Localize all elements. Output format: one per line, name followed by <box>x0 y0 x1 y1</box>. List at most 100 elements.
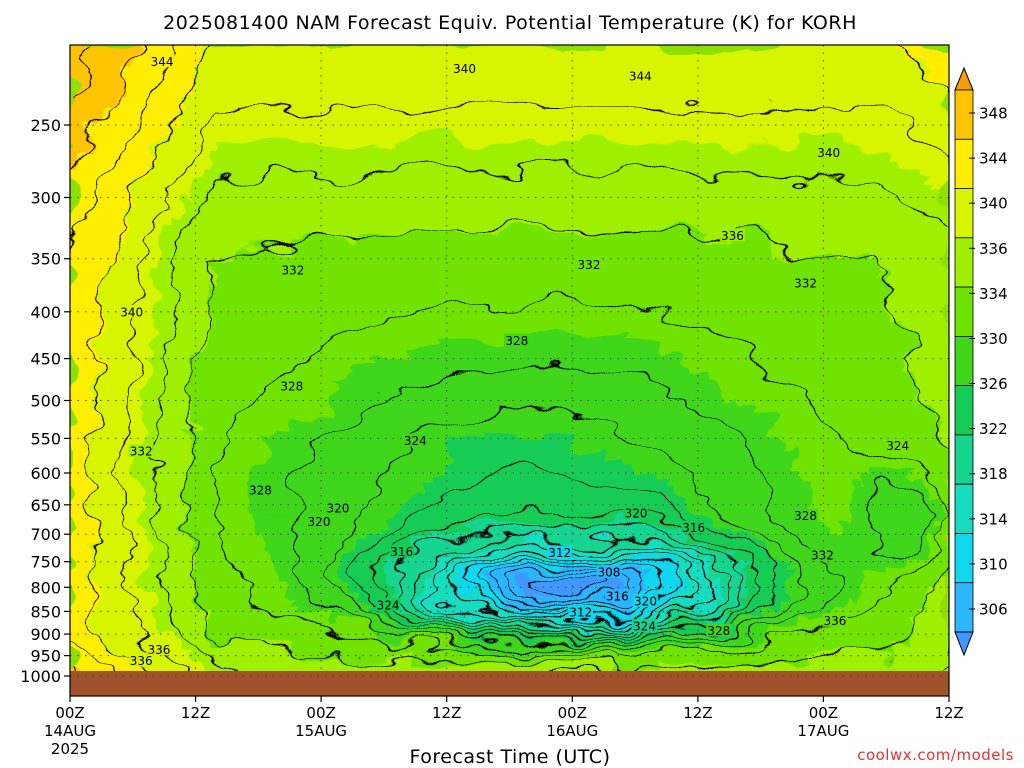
field-cell <box>415 522 427 534</box>
field-cell <box>917 392 929 404</box>
field-cell <box>206 511 218 523</box>
field-cell <box>70 348 82 361</box>
field-cell <box>645 272 657 285</box>
field-cell <box>551 620 563 632</box>
field-cell <box>823 641 835 654</box>
field-cell <box>509 446 521 458</box>
field-cell <box>425 218 437 230</box>
field-cell <box>572 131 584 144</box>
field-cell <box>279 88 291 100</box>
field-cell <box>676 413 688 426</box>
field-cell <box>478 576 490 589</box>
field-cell <box>917 620 929 632</box>
field-cell <box>760 576 772 589</box>
field-cell <box>321 305 333 317</box>
field-cell <box>666 55 678 68</box>
field-cell <box>687 641 699 654</box>
field-cell <box>645 446 657 458</box>
field-cell <box>635 359 647 372</box>
field-cell <box>425 207 437 220</box>
field-cell <box>279 609 291 621</box>
field-cell <box>540 446 552 458</box>
field-cell <box>237 413 249 426</box>
field-cell <box>488 370 500 382</box>
field-cell <box>195 272 207 285</box>
field-cell <box>551 587 563 599</box>
field-cell <box>363 544 375 556</box>
field-cell <box>488 446 500 458</box>
field-cell <box>206 88 218 100</box>
field-cell <box>750 88 762 100</box>
field-cell <box>321 457 333 469</box>
field-cell <box>331 66 343 79</box>
field-cell <box>425 88 437 100</box>
field-cell <box>247 218 259 230</box>
field-cell <box>185 121 197 133</box>
field-cell <box>467 565 479 578</box>
field-cell <box>70 446 82 458</box>
field-cell <box>185 196 197 209</box>
field-cell <box>833 294 845 306</box>
field-cell <box>593 620 605 632</box>
field-cell <box>488 196 500 209</box>
field-cell <box>153 77 165 89</box>
field-cell <box>624 327 636 339</box>
field-cell <box>227 446 239 458</box>
field-cell <box>101 262 113 274</box>
field-cell <box>415 544 427 556</box>
field-cell <box>289 413 301 426</box>
field-cell <box>917 262 929 274</box>
field-cell <box>928 663 940 675</box>
field-cell <box>540 630 552 643</box>
field-cell <box>467 403 479 415</box>
field-cell <box>917 359 929 372</box>
field-cell <box>624 88 636 100</box>
field-cell <box>938 77 949 89</box>
field-cell <box>268 294 280 306</box>
field-cell <box>781 218 793 230</box>
field-cell <box>823 45 835 57</box>
field-cell <box>279 468 291 480</box>
field-cell <box>540 251 552 263</box>
field-cell <box>750 359 762 372</box>
field-cell <box>425 55 437 68</box>
field-cell <box>603 468 615 480</box>
field-cell <box>488 88 500 100</box>
field-cell <box>833 576 845 589</box>
field-cell <box>540 196 552 209</box>
field-cell <box>457 392 469 404</box>
field-cell <box>90 392 102 404</box>
field-cell <box>833 468 845 480</box>
field-cell <box>813 99 825 111</box>
field-cell <box>195 175 207 187</box>
field-cell <box>153 316 165 328</box>
field-cell <box>792 348 804 361</box>
field-cell <box>540 337 552 350</box>
field-cell <box>342 381 354 393</box>
field-cell <box>321 186 333 198</box>
field-cell <box>122 544 134 556</box>
field-cell <box>572 424 584 437</box>
field-cell <box>457 337 469 350</box>
field-cell <box>111 131 123 144</box>
field-cell <box>875 77 887 89</box>
field-cell <box>174 88 186 100</box>
field-cell <box>373 348 385 361</box>
field-cell <box>499 348 511 361</box>
field-cell <box>771 348 783 361</box>
field-cell <box>279 413 291 426</box>
field-cell <box>185 99 197 111</box>
field-cell <box>854 272 866 285</box>
field-cell <box>551 251 563 263</box>
field-cell <box>833 337 845 350</box>
field-cell <box>363 262 375 274</box>
field-cell <box>907 294 919 306</box>
field-cell <box>111 522 123 534</box>
field-cell <box>153 500 165 513</box>
field-cell <box>101 164 113 176</box>
field-cell <box>122 316 134 328</box>
field-cell <box>101 348 113 361</box>
field-cell <box>572 272 584 285</box>
field-cell <box>656 348 668 361</box>
field-cell <box>729 283 741 296</box>
